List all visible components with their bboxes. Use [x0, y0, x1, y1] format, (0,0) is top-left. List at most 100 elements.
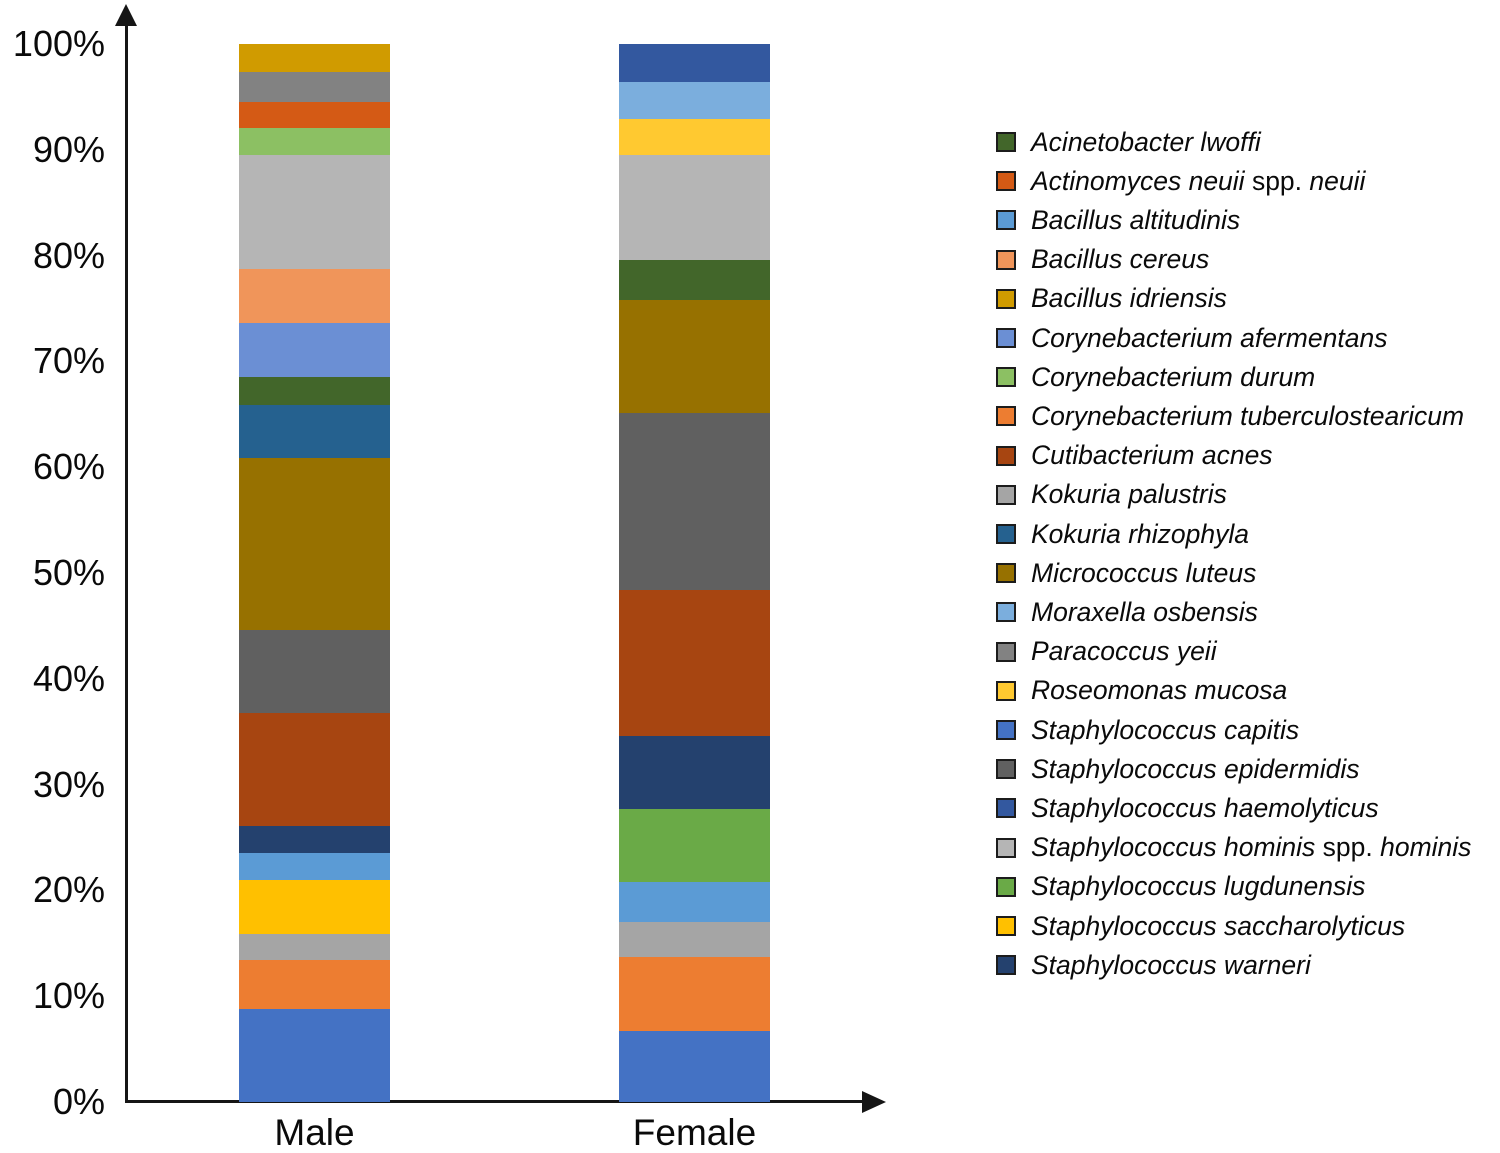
legend-item-lugdunensis: Staphylococcus lugdunensis	[996, 867, 1365, 907]
bar-segment-male-warneri	[239, 825, 390, 854]
bar-segment-female-acnes	[619, 589, 770, 736]
legend-swatch-icon-altitudinis	[996, 210, 1016, 231]
y-tick-label-100: 100%	[12, 23, 105, 64]
bar-segment-male-rhizophyla	[239, 404, 390, 458]
bar-segment-male-altitudinis	[239, 853, 390, 880]
legend-swatch-icon-tuberculostearicum	[996, 406, 1016, 427]
bar-segment-male-hominis	[239, 155, 390, 270]
legend-swatch-icon-warneri	[996, 955, 1016, 976]
y-tick-label-20: 20%	[32, 869, 105, 911]
bar-segment-male-yeii	[239, 71, 390, 103]
bar-segment-male-durum	[239, 127, 390, 156]
legend-label-palustris: Kokuria palustris	[1031, 479, 1227, 510]
bar-segment-female-mucosa	[619, 119, 770, 156]
legend-label-acnes: Cutibacterium acnes	[1031, 440, 1273, 471]
legend-label-capitis: Staphylococcus capitis	[1031, 714, 1300, 745]
legend-swatch-icon-epidermidis	[996, 759, 1016, 780]
bar-segment-female-lugdunensis	[619, 808, 770, 882]
legend-label-hominis: Staphylococcus hominis spp. hominis	[1031, 832, 1472, 863]
legend-swatch-icon-palustris	[996, 484, 1016, 505]
bar-segment-male-neuii	[239, 102, 390, 128]
legend-item-afermentans: Corynebacterium afermentans	[996, 318, 1387, 358]
bar-segment-male-tuberculostearicum	[239, 960, 390, 1009]
legend-swatch-icon-lugdunensis	[996, 876, 1016, 897]
legend-label-idriensis: Bacillus idriensis	[1031, 283, 1227, 314]
bar-segment-male-epidermidis	[239, 630, 390, 713]
legend-swatch-icon-durum	[996, 367, 1016, 388]
legend-item-mucosa: Roseomonas mucosa	[996, 671, 1287, 711]
legend-item-haemolyticus: Staphylococcus haemolyticus	[996, 788, 1379, 828]
bar-segment-female-capitis	[619, 1031, 770, 1102]
legend-label-luteus: Micrococcus luteus	[1031, 557, 1257, 588]
bar-segment-female-osbensis	[619, 82, 770, 120]
y-tick-label-40: 40%	[32, 657, 105, 699]
y-axis	[125, 24, 128, 1103]
y-tick-label-90: 90%	[32, 128, 105, 170]
bar-segment-female-luteus	[619, 300, 770, 414]
legend-item-palustris: Kokuria palustris	[996, 475, 1227, 515]
bar-segment-female-lwoffi	[619, 259, 770, 301]
legend-swatch-icon-neuii	[996, 171, 1016, 192]
legend-label-yeii: Paracoccus yeii	[1031, 636, 1217, 667]
bar-segment-female-altitudinis	[619, 881, 770, 923]
y-axis-arrow-icon	[115, 4, 137, 26]
legend-label-mucosa: Roseomonas mucosa	[1031, 675, 1288, 706]
legend-label-saccharolyticus: Staphylococcus saccharolyticus	[1031, 910, 1406, 941]
bar-segment-female-tuberculostearicum	[619, 957, 770, 1032]
x-axis	[126, 1100, 864, 1103]
bar-segment-male-idriensis	[239, 44, 390, 72]
legend-swatch-icon-lwoffi	[996, 132, 1016, 152]
legend-item-neuii: Actinomyces neuii spp. neuii	[996, 161, 1365, 201]
legend-item-hominis: Staphylococcus hominis spp. hominis	[996, 828, 1471, 868]
legend-label-cereus: Bacillus cereus	[1031, 244, 1210, 275]
bar-segment-male-saccharolyticus	[239, 879, 390, 934]
legend-swatch-icon-afermentans	[996, 328, 1016, 348]
legend-label-durum: Corynebacterium durum	[1031, 361, 1316, 392]
legend-item-saccharolyticus: Staphylococcus saccharolyticus	[996, 906, 1405, 946]
legend-swatch-icon-yeii	[996, 641, 1016, 662]
legend-item-luteus: Micrococcus luteus	[996, 553, 1256, 593]
bar-segment-male-capitis	[239, 1008, 390, 1102]
legend-label-warneri: Staphylococcus warneri	[1031, 949, 1311, 980]
legend-label-rhizophyla: Kokuria rhizophyla	[1031, 518, 1250, 549]
y-tick-label-30: 30%	[32, 763, 105, 805]
category-label-male: Male	[274, 1112, 355, 1153]
y-tick-label-70: 70%	[32, 340, 105, 382]
legend-swatch-icon-rhizophyla	[996, 524, 1016, 544]
bar-segment-male-palustris	[239, 933, 390, 961]
legend-item-tuberculostearicum: Corynebacterium tuberculostearicum	[996, 396, 1464, 436]
legend-label-neuii: Actinomyces neuii spp. neuii	[1031, 165, 1366, 196]
legend-label-osbensis: Moraxella osbensis	[1031, 596, 1258, 627]
y-tick-label-10: 10%	[32, 975, 105, 1017]
legend-swatch-icon-luteus	[996, 563, 1016, 584]
legend-swatch-icon-haemolyticus	[996, 798, 1016, 819]
legend-label-lugdunensis: Staphylococcus lugdunensis	[1031, 871, 1366, 902]
bar-segment-female-hominis	[619, 155, 770, 260]
legend-item-durum: Corynebacterium durum	[996, 357, 1315, 397]
legend-item-yeii: Paracoccus yeii	[996, 632, 1217, 672]
legend-item-rhizophyla: Kokuria rhizophyla	[996, 514, 1249, 554]
bar-segment-female-epidermidis	[619, 413, 770, 590]
y-tick-label-60: 60%	[32, 446, 105, 488]
legend-item-warneri: Staphylococcus warneri	[996, 945, 1311, 985]
bar-segment-female-palustris	[619, 922, 770, 958]
legend-swatch-icon-capitis	[996, 720, 1016, 740]
legend-label-epidermidis: Staphylococcus epidermidis	[1031, 753, 1360, 784]
legend-label-lwoffi: Acinetobacter lwoffi	[1031, 126, 1261, 157]
bar-male	[239, 44, 390, 1102]
legend-swatch-icon-hominis	[996, 837, 1016, 858]
bar-segment-female-haemolyticus	[619, 44, 770, 83]
bar-segment-male-lwoffi	[239, 377, 390, 405]
legend-item-acnes: Cutibacterium acnes	[996, 436, 1273, 476]
legend-swatch-icon-mucosa	[996, 680, 1016, 701]
bar-segment-male-luteus	[239, 457, 390, 631]
bar-segment-male-cereus	[239, 269, 390, 324]
y-tick-label-80: 80%	[32, 234, 105, 276]
bar-segment-female-warneri	[619, 735, 770, 809]
legend-swatch-icon-cereus	[996, 249, 1016, 270]
legend-label-tuberculostearicum: Corynebacterium tuberculostearicum	[1031, 400, 1465, 431]
legend-item-osbensis: Moraxella osbensis	[996, 592, 1258, 632]
bar-female	[619, 44, 770, 1102]
legend-swatch-icon-acnes	[996, 445, 1016, 466]
legend-item-idriensis: Bacillus idriensis	[996, 279, 1227, 319]
